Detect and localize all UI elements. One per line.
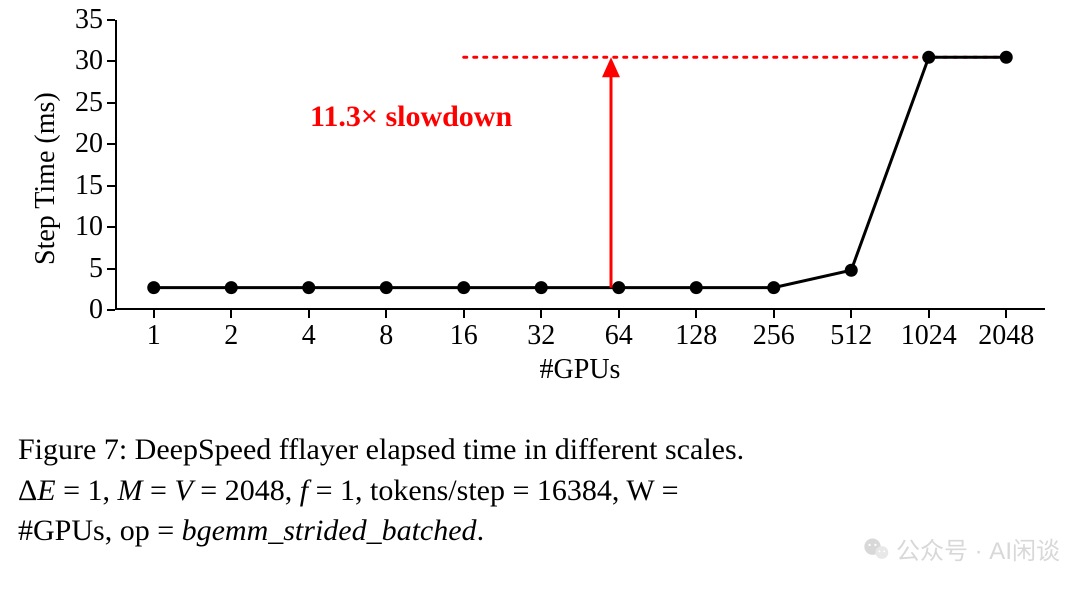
data-marker <box>922 51 935 64</box>
x-tick-label: 8 <box>379 320 393 352</box>
data-marker <box>457 281 470 294</box>
x-tick <box>308 310 310 318</box>
x-tick-label: 4 <box>302 320 316 352</box>
x-tick <box>695 310 697 318</box>
x-tick-label: 128 <box>675 320 717 352</box>
caption-l2i: = 1, tokens/step = 16384, W = <box>308 474 678 507</box>
x-tick <box>385 310 387 318</box>
caption-line1: Figure 7: DeepSpeed fflayer elapsed time… <box>18 433 744 466</box>
x-tick <box>928 310 930 318</box>
caption-l2h: f <box>300 474 308 507</box>
wechat-icon <box>862 535 890 563</box>
x-tick-label: 16 <box>450 320 478 352</box>
caption-l2e: = <box>143 474 175 507</box>
data-marker <box>612 281 625 294</box>
caption-l3b: bgemm_strided_batched <box>182 514 477 547</box>
arrow-head-icon <box>602 57 620 77</box>
caption-l2a: Δ <box>18 474 37 507</box>
watermark-text: 公众号 · AI闲谈 <box>896 531 1060 566</box>
x-tick-label: 2048 <box>978 320 1034 352</box>
data-marker <box>380 281 393 294</box>
y-tick <box>107 102 115 104</box>
data-marker <box>147 281 160 294</box>
x-tick <box>230 310 232 318</box>
caption-l2f: V <box>174 474 192 507</box>
x-tick-label: 2 <box>224 320 238 352</box>
y-tick-label: 10 <box>75 211 103 243</box>
y-tick <box>107 185 115 187</box>
watermark: 公众号 · AI闲谈 <box>862 531 1060 566</box>
y-tick <box>107 143 115 145</box>
y-tick <box>107 19 115 21</box>
y-axis-label: Step Time (ms) <box>30 92 62 265</box>
x-tick <box>153 310 155 318</box>
x-tick <box>850 310 852 318</box>
y-tick-label: 5 <box>89 253 103 285</box>
x-tick <box>463 310 465 318</box>
y-tick <box>107 268 115 270</box>
y-tick-label: 15 <box>75 170 103 202</box>
x-tick <box>540 310 542 318</box>
slowdown-annotation: 11.3× slowdown <box>310 100 512 134</box>
y-tick <box>107 226 115 228</box>
data-marker <box>302 281 315 294</box>
x-tick-label: 64 <box>605 320 633 352</box>
caption-l3a: #GPUs, op = <box>18 514 182 547</box>
x-tick-label: 1 <box>147 320 161 352</box>
caption-l2c: = 1, <box>56 474 118 507</box>
y-tick-label: 20 <box>75 128 103 160</box>
data-series-line <box>154 57 1007 287</box>
y-tick-label: 35 <box>75 4 103 36</box>
x-tick-label: 512 <box>830 320 872 352</box>
x-tick <box>773 310 775 318</box>
y-tick <box>107 309 115 311</box>
caption-l2g: = 2048, <box>193 474 300 507</box>
x-tick-label: 1024 <box>901 320 957 352</box>
y-tick-label: 0 <box>89 294 103 326</box>
chart-svg-layer <box>115 20 1045 310</box>
y-tick <box>107 60 115 62</box>
chart-plot-area <box>115 20 1045 310</box>
data-marker <box>535 281 548 294</box>
data-marker <box>845 264 858 277</box>
data-marker <box>1000 51 1013 64</box>
x-tick-label: 256 <box>753 320 795 352</box>
x-tick-label: 32 <box>527 320 555 352</box>
data-marker <box>767 281 780 294</box>
x-tick <box>1005 310 1007 318</box>
caption-l3c: . <box>477 514 485 547</box>
x-tick <box>618 310 620 318</box>
data-marker <box>225 281 238 294</box>
y-tick-label: 30 <box>75 45 103 77</box>
data-marker <box>690 281 703 294</box>
y-tick-label: 25 <box>75 87 103 119</box>
caption-l2b: E <box>37 474 55 507</box>
caption-l2d: M <box>118 474 143 507</box>
x-axis-label: #GPUs <box>540 354 621 386</box>
